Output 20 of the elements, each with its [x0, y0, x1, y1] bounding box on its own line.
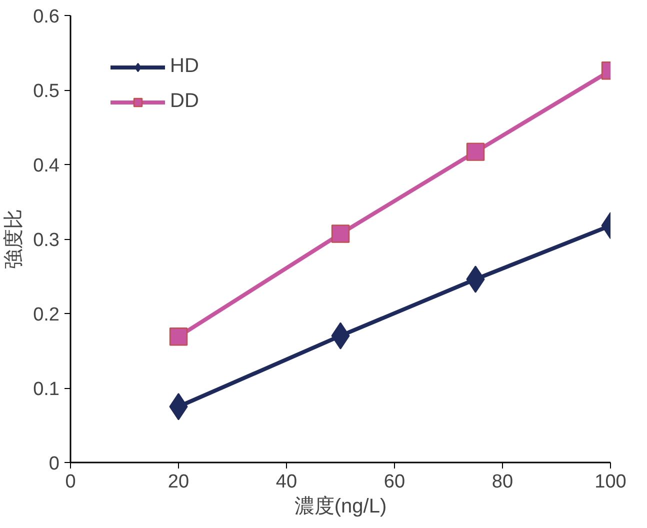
- point: [466, 142, 485, 161]
- y-tick-label: 0.2: [33, 304, 60, 326]
- legend-label: HD: [170, 55, 199, 78]
- point: [331, 224, 350, 243]
- x-axis-title: 濃度(ng/L): [294, 496, 387, 518]
- x-tick-label: 80: [492, 472, 514, 492]
- x-tick-label: 60: [384, 472, 406, 492]
- y-tick-label: 0: [48, 454, 60, 474]
- x-tick-label: 0: [65, 472, 76, 492]
- point: [169, 327, 188, 346]
- y-tick-label: 0.5: [33, 81, 60, 102]
- x-tick-label: 40: [276, 472, 298, 492]
- x-tick-label: 20: [168, 472, 190, 492]
- x-tick-label: 100: [594, 472, 626, 492]
- y-axis-title: 強度比: [3, 209, 26, 269]
- y-tick-label: 0.3: [33, 230, 60, 251]
- y-tick-label: 0.6: [33, 6, 60, 28]
- y-tick-label: 0.4: [33, 156, 60, 176]
- y-tick-label: 0.1: [33, 379, 60, 400]
- legend-label: DD: [170, 90, 199, 113]
